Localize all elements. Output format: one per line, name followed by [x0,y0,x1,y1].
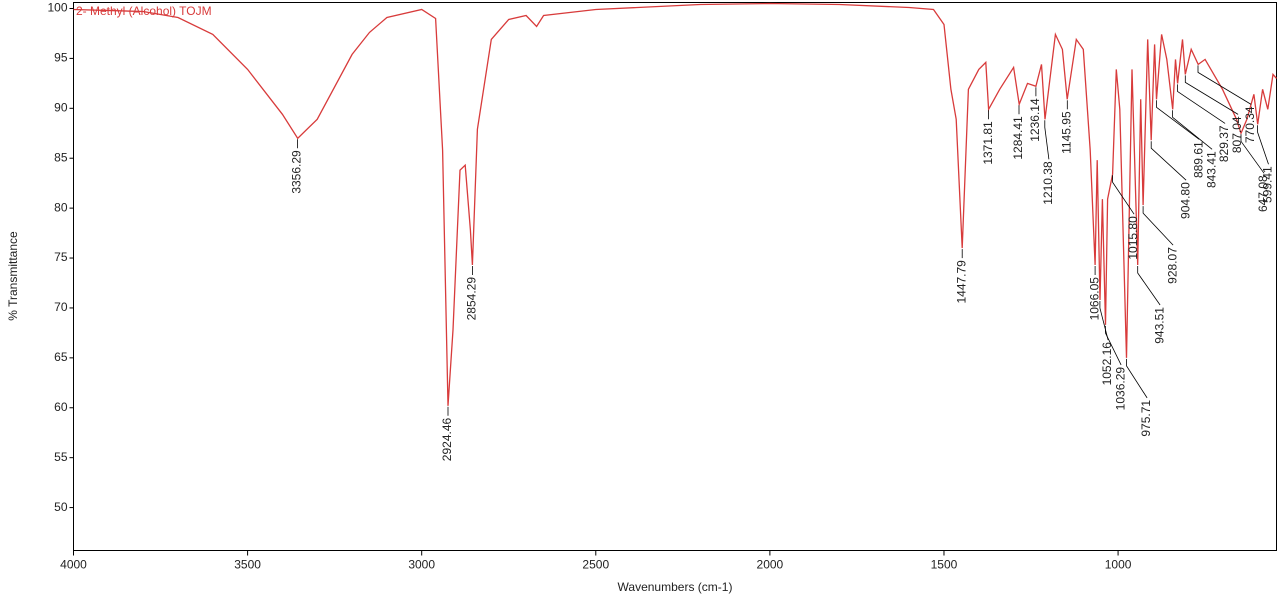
peak-label: 889.61 [1191,141,1205,178]
y-tick-label: 80 [54,200,68,214]
y-tick-label: 85 [54,150,68,164]
peak-leader [1137,266,1161,306]
peak-label: 1036.29 [1113,367,1127,411]
peak-label: 599.41 [1261,166,1275,203]
peak-leader [1257,125,1269,165]
plot-frame [73,2,1277,551]
y-tick-label: 100 [47,1,67,15]
peak-leader [1142,206,1174,246]
peak-label: 1284.41 [1011,116,1025,160]
x-tick-label: 3500 [234,558,261,572]
peak-leader [1105,325,1122,366]
peak-label: 843.41 [1204,151,1218,188]
peak-label: 2854.29 [465,277,479,321]
peak-leader [1172,110,1213,150]
peak-leader [1126,358,1148,399]
peak-label: 1066.05 [1087,277,1101,321]
peak-label: 975.71 [1139,400,1153,437]
x-tick-label: 2000 [757,558,784,572]
peak-label: 829.37 [1217,125,1231,162]
peak-label: 943.51 [1152,307,1166,344]
x-tick-label: 3000 [408,558,435,572]
peak-label: 3356.29 [290,150,304,194]
peak-label: 1236.14 [1028,98,1042,142]
peak-leader [1150,141,1187,181]
spectrum-line [73,2,1277,406]
peak-label: 1052.16 [1100,342,1114,386]
peak-label: 1210.38 [1041,161,1055,205]
x-tick-label: 4000 [60,558,87,572]
peak-label: 904.80 [1178,182,1192,219]
y-tick-label: 65 [54,350,68,364]
peak-label: 928.07 [1165,247,1179,284]
peak-leader [1044,120,1050,160]
peak-label: 1145.95 [1059,111,1073,154]
peak-leader [1184,75,1239,115]
y-tick-label: 55 [54,450,68,464]
x-tick-label: 1500 [931,558,958,572]
y-tick-label: 60 [54,400,68,414]
y-tick-label: 90 [54,100,68,114]
peak-label: 1015.80 [1126,216,1140,260]
peak-label: 2924.46 [440,417,454,461]
peak-label: 647.08 [1256,175,1270,212]
y-tick-label: 75 [54,250,68,264]
x-tick-label: 1000 [1105,558,1132,572]
y-tick-label: 50 [54,500,68,514]
y-axis-label: % Transmittance [6,231,20,321]
peak-label: 807.04 [1230,116,1244,153]
peak-leader [1156,100,1200,140]
x-axis-label: Wavenumbers (cm-1) [618,580,733,594]
peak-label: 770.34 [1243,106,1257,143]
peak-leader [1197,65,1252,105]
y-tick-label: 70 [54,300,68,314]
x-tick-label: 2500 [582,558,609,572]
peak-leader [1177,84,1226,124]
peak-label: 1447.79 [954,260,968,304]
peak-leader [1112,175,1135,215]
y-tick-label: 95 [54,51,68,65]
peak-label: 1371.81 [981,121,995,165]
peak-leader [1240,134,1265,174]
